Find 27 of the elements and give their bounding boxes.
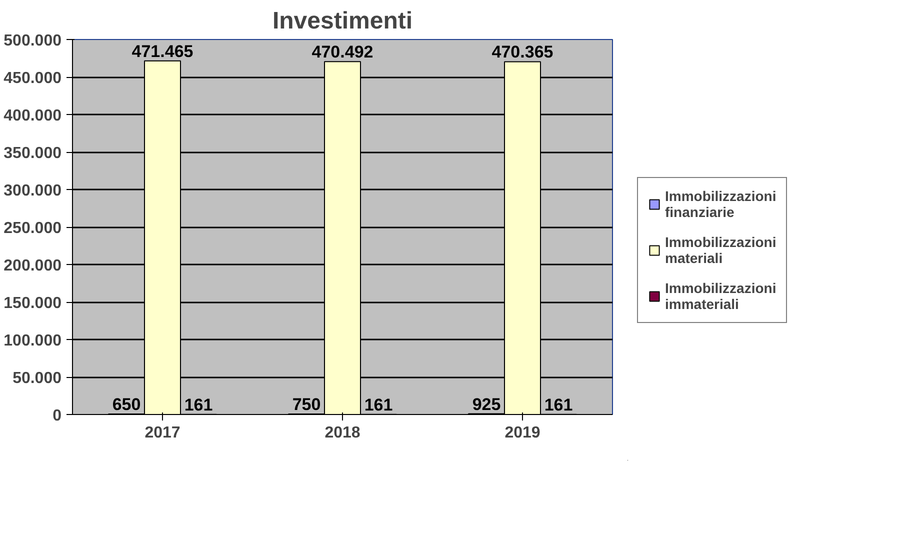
y-tick-label: 450.000 bbox=[4, 70, 62, 87]
data-label: 925 bbox=[472, 394, 501, 414]
y-tick-label: 100.000 bbox=[4, 332, 62, 350]
legend-label: Immobilizzazioni immateriali bbox=[665, 280, 776, 312]
data-label: 161 bbox=[184, 395, 213, 414]
x-tick-label: 2018 bbox=[324, 424, 360, 442]
legend-label: Immobilizzazioni finanziarie bbox=[665, 188, 776, 220]
x-tick-label: 2019 bbox=[504, 424, 540, 442]
legend-label: Immobilizzazioni materiali bbox=[665, 234, 776, 266]
x-tick-label: 2017 bbox=[144, 424, 180, 442]
y-tick-label: 250.000 bbox=[4, 220, 62, 237]
y-tick-label: 50.000 bbox=[12, 370, 62, 387]
y-tick-label: 300.000 bbox=[4, 182, 62, 200]
y-tick-label: 0 bbox=[52, 408, 62, 424]
data-label: 161 bbox=[364, 395, 393, 414]
data-label: 470.492 bbox=[312, 42, 374, 62]
y-tick-label: 150.000 bbox=[4, 295, 62, 312]
y-tick-label: 400.000 bbox=[4, 108, 62, 124]
data-label: 650 bbox=[112, 395, 141, 414]
y-tick-label: 350.000 bbox=[4, 145, 62, 162]
y-tick-label: 200.000 bbox=[4, 258, 62, 274]
y-tick-label: 500.000 bbox=[4, 32, 62, 50]
chart-title: Investimenti bbox=[272, 8, 413, 34]
data-label: 161 bbox=[544, 395, 573, 414]
data-label: 750 bbox=[292, 394, 321, 414]
data-label: 470.365 bbox=[492, 42, 554, 62]
data-label: 471.465 bbox=[132, 42, 194, 61]
